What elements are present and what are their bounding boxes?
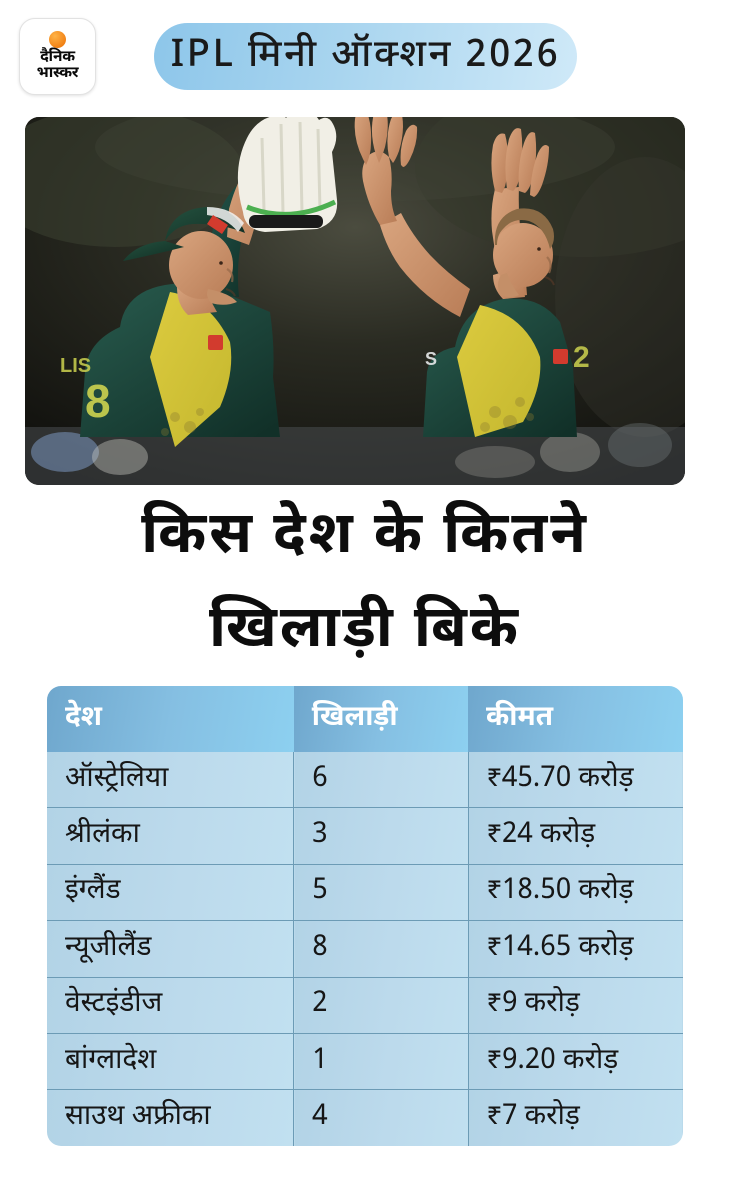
svg-text:S: S (425, 349, 437, 369)
svg-text:LIS: LIS (60, 355, 91, 377)
svg-text:2: 2 (573, 341, 590, 374)
svg-text:8: 8 (85, 375, 111, 427)
